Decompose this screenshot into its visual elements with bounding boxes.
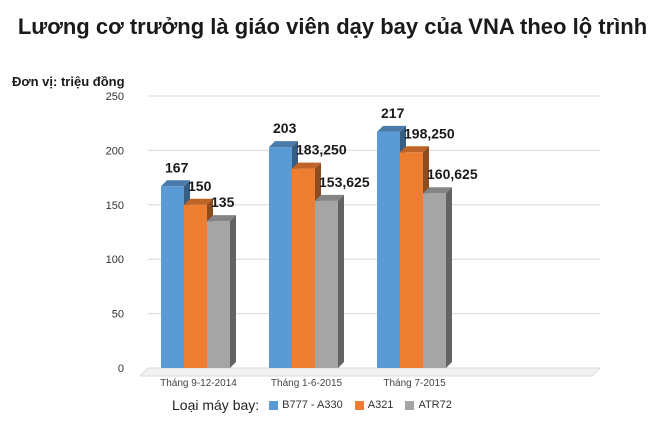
legend-label-atr72: ATR72 [418,399,452,411]
legend-swatch-b777 [269,400,279,410]
y-tick-label: 50 [112,309,124,321]
y-tick-label: 200 [106,145,124,157]
bar-top [377,125,406,132]
data-label: 150 [188,178,212,194]
bar [184,204,207,368]
legend-swatch-atr72 [405,400,415,410]
data-label: 198,250 [404,125,455,141]
legend-label-b777: B777 - A330 [282,399,343,411]
y-tick-label: 250 [106,91,124,103]
legend-label-a321: A321 [367,399,394,411]
data-label: 217 [381,105,405,121]
bar [292,168,315,368]
bar [269,147,292,368]
data-label: 167 [165,159,189,175]
bar-top [269,141,298,148]
x-axis: Tháng 9-12-2014 Tháng 1-6-2015 Tháng 7-201… [160,378,446,389]
data-label: 203 [273,120,297,136]
bar [423,193,446,368]
chart-floor [138,367,602,377]
x-tick-label: Tháng 9-12-2014 [160,378,237,389]
data-label: 183,250 [296,142,347,158]
bar-side [338,194,344,368]
y-tick-label: 150 [106,200,124,212]
data-label: 135 [211,194,235,210]
bar-top [292,162,321,169]
legend-item-atr72: ATR72 [405,399,452,411]
x-tick-label: Tháng 7-2015 [383,378,446,389]
bar [400,152,423,368]
legend-swatch-a321 [354,400,364,410]
bar [377,131,400,368]
bar [207,221,230,368]
data-label: 160,625 [427,166,478,182]
bar [161,186,184,368]
bar-top [207,215,236,222]
bar-top [184,198,213,205]
bar-top [161,180,190,187]
y-tick-label: 100 [106,254,124,266]
unit-label: Đơn vị: triệu đồng [12,74,125,89]
data-label: 153,625 [319,174,370,190]
bar-side [230,215,236,368]
y-tick-label: 0 [118,363,124,375]
bar-side [446,187,452,368]
legend-item-a321: A321 [354,399,394,411]
legend-item-b777: B777 - A330 [269,399,343,411]
legend: Loại máy bay: B777 - A330 A321 ATR72 [172,397,464,413]
bar-top [400,146,429,153]
legend-title: Loại máy bay: [172,397,260,413]
y-axis: 0 50 100 150 200 250 [106,91,124,375]
bar-top [315,194,344,201]
bar [315,200,338,368]
x-tick-label: Tháng 1-6-2015 [271,378,343,389]
chart-title: Lương cơ trưởng là giáo viên dạy bay của… [17,14,648,39]
bars [161,125,452,369]
bar-top [423,187,452,194]
grid-lines [138,95,602,377]
